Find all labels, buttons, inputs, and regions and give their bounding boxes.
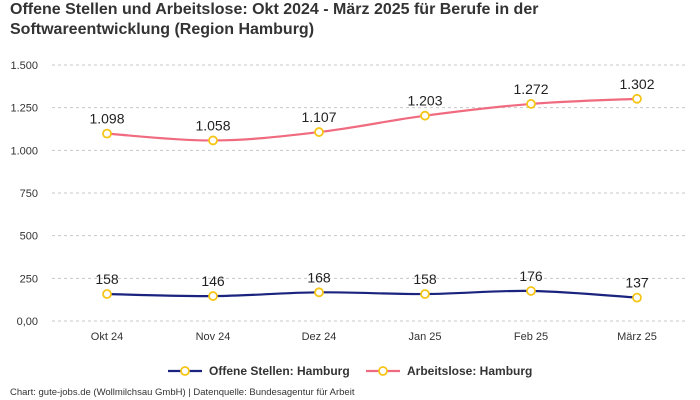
chart-title: Offene Stellen und Arbeitslose: Okt 2024… [10, 0, 610, 40]
series-line-arbeitslose [106, 97, 638, 142]
chart-title-line-1: Offene Stellen und Arbeitslose: Okt 2024… [10, 1, 539, 18]
x-tick-label: Feb 25 [514, 331, 548, 343]
data-label-arbeitslose: 1.107 [301, 109, 336, 125]
data-point-offene-stellen [632, 292, 642, 303]
data-point-offene-stellen [526, 286, 536, 296]
legend-label-arbeitslose: Arbeitslose: Hamburg [407, 364, 532, 378]
x-tick-label: Nov 24 [196, 331, 231, 343]
data-label-offene-stellen: 158 [95, 271, 119, 287]
legend-marker-offene-stellen [180, 366, 190, 376]
data-point-arbeitslose [314, 127, 324, 137]
series-line-offene-stellen [106, 289, 638, 299]
data-point-arbeitslose [102, 128, 112, 139]
data-point-arbeitslose [420, 110, 430, 121]
data-label-offene-stellen: 176 [519, 268, 543, 284]
data-label-offene-stellen: 146 [201, 273, 225, 289]
data-point-offene-stellen [420, 289, 430, 299]
data-label-arbeitslose: 1.203 [407, 93, 442, 109]
chart-source: Chart: gute-jobs.de (Wollmilchsau GmbH) … [10, 387, 355, 398]
y-tick-label: 1.250 [10, 103, 38, 115]
data-label-offene-stellen: 158 [413, 271, 437, 287]
y-tick-label: 250 [20, 273, 38, 285]
data-label-arbeitslose: 1.272 [513, 81, 548, 97]
legend-label-offene-stellen: Offene Stellen: Hamburg [209, 364, 350, 378]
data-label-arbeitslose: 1.098 [89, 111, 124, 127]
y-tick-label: 0,00 [17, 316, 38, 328]
data-label-arbeitslose: 1.302 [619, 76, 654, 92]
x-tick-label: Dez 24 [302, 331, 337, 343]
legend-marker-arbeitslose [378, 366, 388, 376]
data-point-offene-stellen [102, 289, 112, 299]
data-point-offene-stellen [208, 291, 218, 301]
x-tick-label: März 25 [617, 331, 657, 343]
data-point-arbeitslose [208, 135, 218, 146]
data-point-arbeitslose [526, 99, 536, 109]
y-tick-label: 750 [20, 188, 38, 200]
y-tick-label: 500 [20, 231, 38, 243]
x-tick-label: Jan 25 [408, 331, 441, 343]
x-tick-label: Okt 24 [91, 331, 123, 343]
data-label-arbeitslose: 1.058 [195, 117, 230, 133]
data-label-offene-stellen: 168 [307, 269, 331, 285]
y-tick-label: 1.500 [10, 60, 38, 72]
y-tick-label: 1.000 [10, 145, 38, 157]
data-point-offene-stellen [314, 287, 324, 298]
data-label-offene-stellen: 137 [625, 275, 649, 291]
chart-title-line-2: Softwareentwicklung (Region Hamburg) [10, 21, 315, 38]
data-point-arbeitslose [632, 93, 642, 104]
